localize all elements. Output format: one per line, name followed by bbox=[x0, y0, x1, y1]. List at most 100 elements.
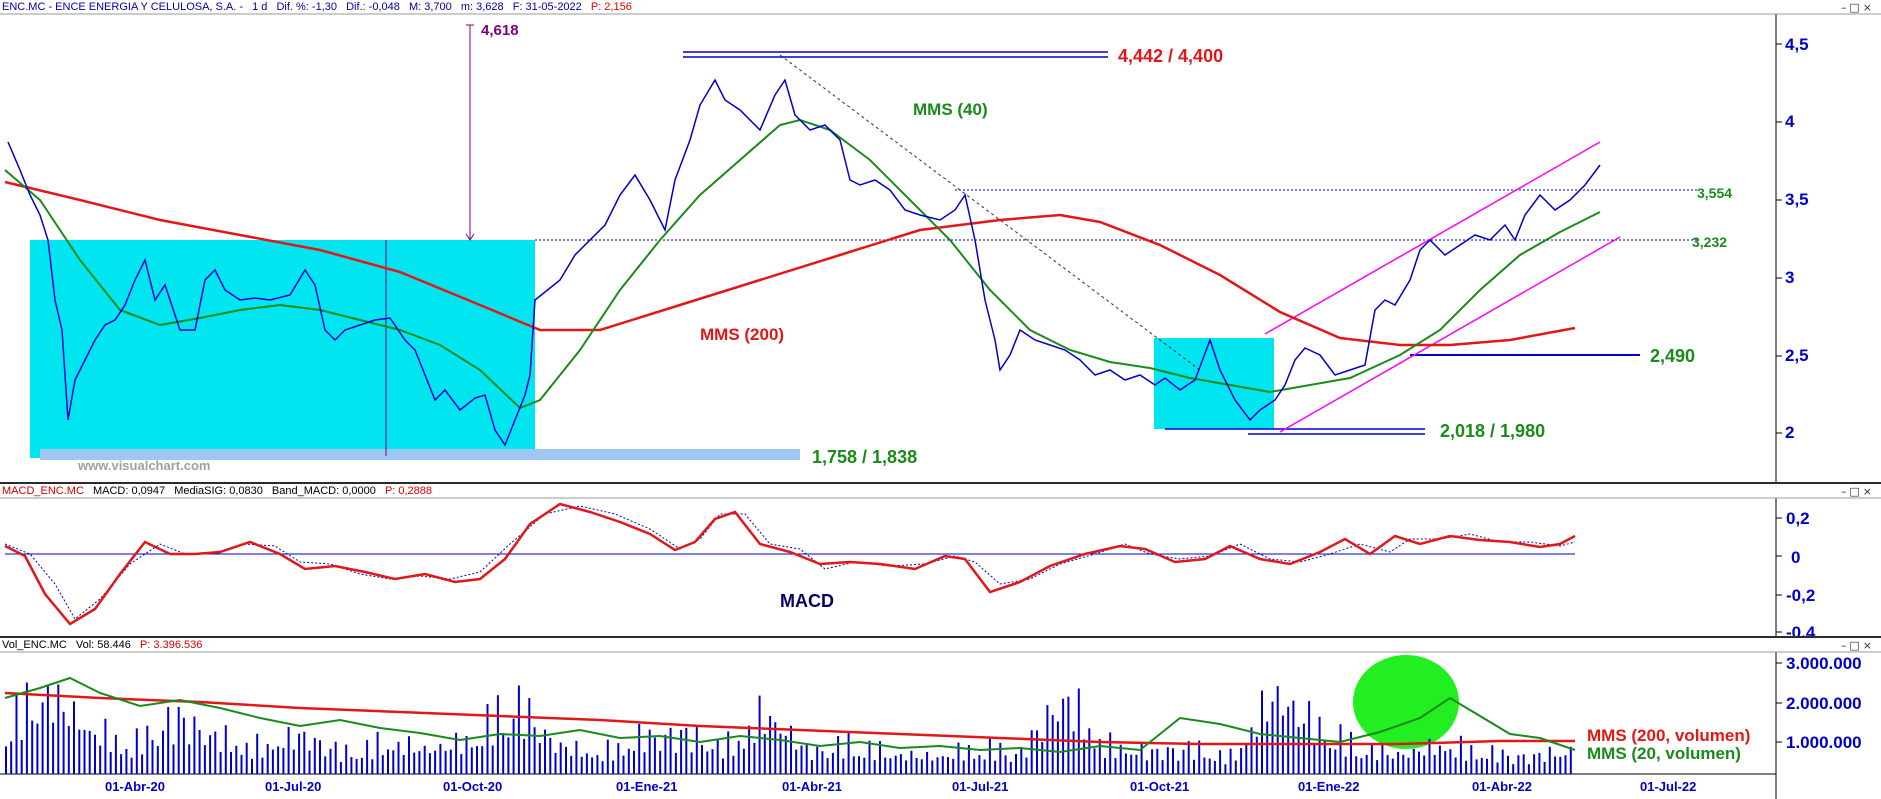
volume-bar bbox=[1350, 731, 1352, 774]
volume-bar bbox=[779, 733, 782, 774]
macd-value: MACD: 0,0947 bbox=[92, 485, 166, 497]
volume-bar bbox=[235, 745, 238, 774]
macd-window-buttons[interactable]: –□× bbox=[1840, 485, 1875, 498]
volume-bar bbox=[1245, 744, 1248, 774]
macd-chart: 0,2 0 -0,2 -0,4 MACD bbox=[0, 497, 1881, 636]
volume-bar bbox=[67, 725, 70, 774]
channel-lower-line bbox=[1279, 236, 1621, 433]
volume-bar bbox=[355, 759, 358, 774]
volume-bar bbox=[224, 725, 227, 774]
volume-bar bbox=[1219, 750, 1222, 774]
volume-bar bbox=[5, 746, 7, 774]
vol-mms20-label: MMS (20, volumen) bbox=[1587, 744, 1741, 763]
volume-bar bbox=[491, 745, 494, 774]
volume-bar bbox=[418, 751, 421, 774]
volume-bar bbox=[1470, 745, 1473, 774]
volume-bar bbox=[763, 734, 766, 774]
volume-bar bbox=[1098, 739, 1101, 774]
volume-bar bbox=[172, 744, 175, 774]
volume-bar bbox=[1051, 715, 1054, 774]
volume-bar bbox=[345, 744, 348, 774]
level1-label: 3,554 bbox=[1697, 185, 1732, 201]
volume-bar bbox=[434, 750, 437, 774]
max-text: M: 3,700 bbox=[408, 1, 452, 13]
volume-bar bbox=[1083, 739, 1086, 774]
volume-bar bbox=[1449, 749, 1452, 774]
volume-bar bbox=[10, 741, 13, 774]
price-tick: 4,5 bbox=[1785, 35, 1809, 54]
volume-bar bbox=[774, 722, 777, 774]
volume-bar bbox=[1255, 736, 1258, 774]
volume-bar bbox=[1261, 690, 1263, 774]
volume-bar bbox=[737, 740, 740, 774]
volume-bar bbox=[319, 740, 321, 774]
volume-bar bbox=[193, 716, 196, 774]
volume-bar bbox=[1077, 688, 1080, 774]
volume-bar bbox=[695, 727, 698, 774]
peak-label: 4,618 bbox=[481, 22, 519, 39]
price-window-buttons[interactable]: –□× bbox=[1840, 1, 1875, 14]
volume-bar bbox=[1177, 760, 1180, 774]
volume-bar bbox=[381, 755, 384, 774]
volume-bar bbox=[1501, 749, 1504, 774]
divider-2[interactable] bbox=[0, 636, 1881, 638]
macd-tick: -0,4 bbox=[1786, 623, 1816, 636]
volume-bar bbox=[1533, 754, 1536, 774]
volume-bar bbox=[575, 740, 578, 774]
volume-bar bbox=[397, 741, 400, 774]
volume-bar bbox=[612, 760, 615, 774]
volume-bar bbox=[439, 743, 442, 774]
volume-highlight-circle bbox=[1353, 655, 1459, 749]
price-line bbox=[7, 78, 1601, 447]
price-tick: 3 bbox=[1785, 268, 1794, 287]
volume-bar bbox=[1386, 755, 1389, 774]
volume-bar bbox=[1522, 754, 1525, 774]
volume-bar bbox=[947, 757, 949, 774]
volume-bar bbox=[1308, 701, 1311, 774]
x-tick: 01-Oct-21 bbox=[1130, 779, 1189, 794]
volume-bar bbox=[858, 756, 860, 774]
volume-bar bbox=[680, 729, 683, 774]
volume-bar bbox=[114, 734, 117, 774]
volume-bar bbox=[376, 731, 379, 774]
volume-bar bbox=[41, 702, 44, 774]
volume-bar bbox=[240, 754, 243, 774]
volume-bar bbox=[1109, 732, 1112, 774]
volume-bar bbox=[1198, 740, 1201, 774]
volume-bar bbox=[1444, 751, 1447, 774]
volume-bar bbox=[1459, 735, 1462, 774]
volume-tick: 2.000.000 bbox=[1786, 694, 1862, 713]
volume-bar bbox=[842, 758, 845, 774]
volume-bar bbox=[915, 758, 918, 774]
divider-1[interactable] bbox=[0, 482, 1881, 484]
volume-bar bbox=[209, 735, 212, 774]
volume-bar bbox=[1423, 755, 1426, 774]
volume-bar bbox=[570, 755, 573, 774]
volume-bar bbox=[1548, 746, 1551, 774]
volume-header: Vol_ENC.MC Vol: 58.446 P: 3.396.536 bbox=[2, 639, 208, 651]
volume-bar bbox=[1402, 754, 1405, 774]
date-text: F: 31-05-2022 bbox=[512, 1, 582, 13]
volume-window-buttons[interactable]: –□× bbox=[1840, 639, 1875, 652]
volume-bar bbox=[392, 750, 395, 774]
volume-bar bbox=[1004, 755, 1007, 774]
volume-bar bbox=[753, 742, 756, 774]
volume-bar bbox=[1360, 758, 1363, 774]
volume-bar bbox=[544, 729, 546, 774]
volume-bar bbox=[962, 760, 965, 774]
volume-bar bbox=[1234, 760, 1237, 774]
volume-bar bbox=[674, 752, 677, 774]
x-tick: 01-Jul-22 bbox=[1640, 779, 1696, 794]
volume-bar bbox=[1224, 764, 1227, 774]
low1-label: 1,758 / 1,838 bbox=[812, 447, 917, 467]
support-band-2020 bbox=[40, 449, 800, 460]
volume-bar bbox=[1538, 752, 1541, 774]
volume-bar bbox=[120, 754, 123, 774]
x-tick: 01-Abr-21 bbox=[782, 779, 842, 794]
volume-bar bbox=[125, 749, 128, 774]
volume-bar bbox=[188, 744, 191, 774]
volume-bar bbox=[1407, 757, 1410, 774]
volume-bar bbox=[899, 754, 902, 774]
volume-bar bbox=[1119, 744, 1122, 774]
volume-bar bbox=[282, 748, 285, 774]
